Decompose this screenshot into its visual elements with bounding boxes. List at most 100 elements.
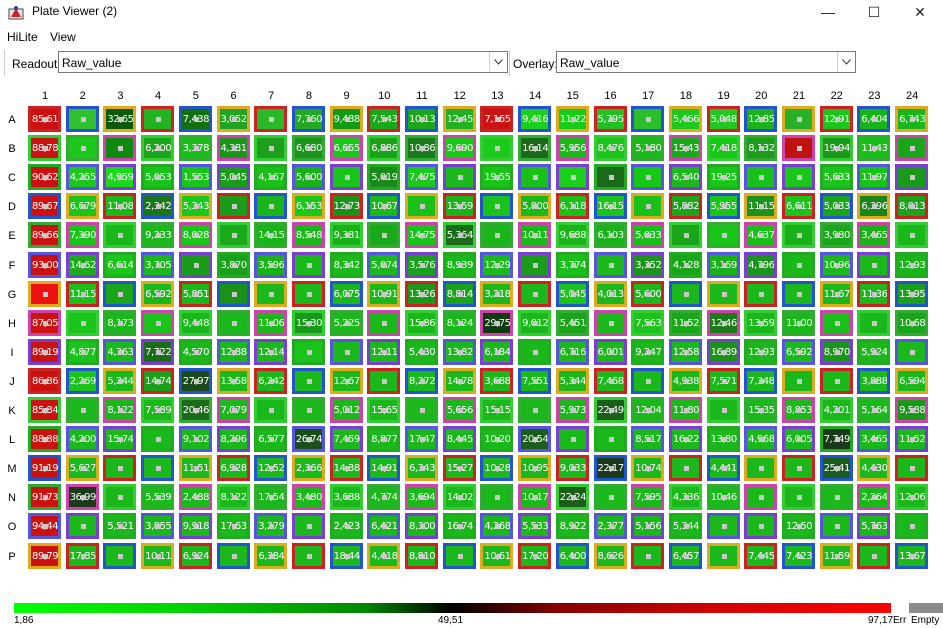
well-cell[interactable]: 5,539	[141, 484, 175, 511]
well-cell[interactable]: 5,344	[668, 513, 702, 540]
well-cell[interactable]: 5,600	[291, 164, 325, 191]
well-cell[interactable]: 2,423	[329, 513, 363, 540]
well-cell[interactable]	[631, 164, 665, 191]
chevron-down-icon[interactable]	[489, 52, 507, 72]
well-cell[interactable]	[442, 164, 476, 191]
well-cell[interactable]: 17,209	[518, 542, 552, 569]
well-cell[interactable]: 6,680	[291, 135, 325, 162]
well-cell[interactable]	[857, 542, 891, 569]
well-cell[interactable]	[631, 367, 665, 394]
well-cell[interactable]: 5,364	[442, 222, 476, 249]
well-cell[interactable]: 14,789	[442, 367, 476, 394]
well-cell[interactable]: 93,002	[28, 251, 61, 278]
well-cell[interactable]: 9,033	[555, 455, 589, 482]
well-cell[interactable]	[367, 222, 401, 249]
well-cell[interactable]: 4,959	[103, 164, 137, 191]
well-cell[interactable]: 8,122	[103, 397, 137, 423]
well-cell[interactable]: 8,342	[329, 251, 363, 278]
well-cell[interactable]: 2,377	[593, 513, 627, 540]
well-cell[interactable]	[593, 164, 627, 191]
well-cell[interactable]: 91,730	[28, 484, 61, 511]
well-cell[interactable]: 2,342	[141, 193, 175, 220]
well-cell[interactable]: 5,851	[178, 280, 212, 307]
well-cell[interactable]: 6,384	[254, 542, 288, 569]
well-cell[interactable]: 5,225	[329, 309, 363, 336]
well-cell[interactable]: 32,650	[103, 106, 137, 132]
well-cell[interactable]: 5,451	[555, 309, 589, 336]
well-cell[interactable]: 3,465	[857, 426, 891, 453]
well-cell[interactable]: 5,033	[631, 222, 665, 249]
well-cell[interactable]: 22,249	[555, 484, 589, 511]
well-cell[interactable]	[895, 135, 929, 162]
well-cell[interactable]: 16,893	[706, 338, 740, 365]
well-cell[interactable]: 13,266	[405, 280, 438, 307]
well-cell[interactable]	[631, 106, 665, 132]
well-cell[interactable]: 10,466	[706, 484, 740, 511]
well-cell[interactable]: 12,455	[442, 106, 476, 132]
well-cell[interactable]: 3,352	[631, 251, 665, 278]
well-cell[interactable]: 12,932	[744, 338, 778, 365]
well-cell[interactable]: 5,656	[442, 397, 476, 423]
well-cell[interactable]: 6,400	[555, 542, 589, 569]
well-cell[interactable]: 11,676	[819, 280, 853, 307]
well-cell[interactable]: 8,272	[405, 367, 438, 394]
well-cell[interactable]	[141, 426, 175, 453]
well-cell[interactable]: 5,156	[631, 513, 665, 540]
well-cell[interactable]	[857, 309, 891, 336]
well-cell[interactable]	[782, 367, 815, 394]
well-cell[interactable]	[405, 193, 438, 220]
well-cell[interactable]: 2,366	[291, 455, 325, 482]
well-cell[interactable]: 7,079	[216, 397, 250, 423]
well-cell[interactable]: 7,438	[178, 106, 212, 132]
well-cell[interactable]: 8,124	[442, 309, 476, 336]
well-cell[interactable]	[631, 542, 665, 569]
well-cell[interactable]	[216, 309, 250, 336]
well-cell[interactable]: 3,870	[216, 251, 250, 278]
well-cell[interactable]	[782, 164, 815, 191]
well-cell[interactable]: 5,533	[518, 513, 552, 540]
well-cell[interactable]: 10,204	[480, 426, 514, 453]
well-cell[interactable]	[895, 455, 929, 482]
well-cell[interactable]: 4,381	[216, 135, 250, 162]
well-cell[interactable]: 5,763	[857, 513, 891, 540]
well-cell[interactable]: 9,381	[329, 222, 363, 249]
well-cell[interactable]: 13,801	[706, 426, 740, 453]
well-cell[interactable]	[442, 542, 476, 569]
well-cell[interactable]: 5,074	[367, 251, 401, 278]
well-cell[interactable]: 14,910	[367, 455, 401, 482]
well-cell[interactable]: 7,475	[405, 164, 438, 191]
well-cell[interactable]: 12,502	[782, 513, 815, 540]
well-cell[interactable]: 8,517	[631, 426, 665, 453]
well-cell[interactable]: 6,594	[895, 367, 929, 394]
well-cell[interactable]	[744, 164, 778, 191]
well-cell[interactable]	[593, 309, 627, 336]
well-cell[interactable]: 85,844	[28, 397, 61, 423]
well-cell[interactable]: 6,614	[103, 251, 137, 278]
well-cell[interactable]: 10,740	[631, 455, 665, 482]
well-cell[interactable]: 8,122	[216, 484, 250, 511]
well-cell[interactable]: 6,396	[857, 193, 891, 220]
well-cell[interactable]: 14,741	[141, 367, 175, 394]
well-cell[interactable]: 2,264	[857, 484, 891, 511]
well-cell[interactable]: 12,911	[819, 106, 853, 132]
well-cell[interactable]: 11,518	[178, 455, 212, 482]
well-cell[interactable]	[706, 280, 740, 307]
well-cell[interactable]	[895, 338, 929, 365]
well-cell[interactable]	[291, 542, 325, 569]
well-cell[interactable]: 4,877	[65, 338, 99, 365]
chevron-down-icon[interactable]	[837, 52, 855, 72]
well-cell[interactable]: 12,113	[367, 338, 401, 365]
well-cell[interactable]: 9,488	[329, 106, 363, 132]
well-cell[interactable]	[178, 251, 212, 278]
well-cell[interactable]: 86,868	[28, 367, 61, 394]
well-cell[interactable]: 8,626	[593, 542, 627, 569]
well-cell[interactable]: 5,344	[555, 367, 589, 394]
well-cell[interactable]: 7,760	[291, 106, 325, 132]
well-cell[interactable]: 6,716	[555, 338, 589, 365]
well-cell[interactable]	[216, 193, 250, 220]
well-cell[interactable]: 6,421	[367, 513, 401, 540]
well-cell[interactable]: 5,633	[819, 164, 853, 191]
well-cell[interactable]	[28, 280, 61, 307]
well-cell[interactable]: 7,563	[631, 309, 665, 336]
well-cell[interactable]: 12,066	[895, 484, 929, 511]
